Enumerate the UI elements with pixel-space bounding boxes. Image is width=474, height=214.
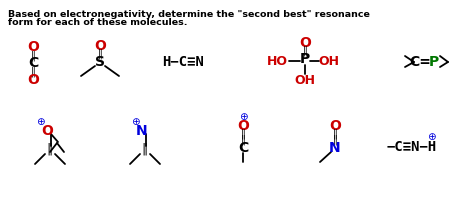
Text: ‖: ‖ [333,135,337,145]
Text: ⊕: ⊕ [36,117,45,127]
Text: ‖: ‖ [241,135,246,145]
Text: OH: OH [319,55,339,67]
Text: ‖: ‖ [47,143,53,156]
Text: P: P [300,52,310,66]
Text: −C≡N−H: −C≡N−H [387,140,437,154]
Text: N: N [136,124,148,138]
Text: ‖: ‖ [30,67,36,77]
Text: ⊕: ⊕ [427,132,436,142]
Text: O: O [41,124,53,138]
Text: S: S [95,55,105,69]
Text: P: P [429,55,439,69]
Text: O: O [27,73,39,87]
Text: O: O [94,39,106,53]
Text: C: C [238,141,248,155]
Text: ‖: ‖ [333,129,337,139]
Text: O: O [237,119,249,133]
Text: O: O [329,119,341,133]
Text: ‖: ‖ [30,51,36,61]
Text: N: N [329,141,341,155]
Text: Based on electronegativity, determine the "second best" resonance: Based on electronegativity, determine th… [8,10,370,19]
Text: C=: C= [409,55,431,69]
Text: C: C [28,56,38,70]
Text: OH: OH [294,73,316,86]
Text: ‖: ‖ [142,143,148,156]
Text: O: O [299,36,311,50]
Text: ⊕: ⊕ [238,112,247,122]
Text: H−C≡N: H−C≡N [162,55,204,69]
Text: ‖: ‖ [302,46,308,56]
Text: O: O [27,40,39,54]
Text: ‖: ‖ [241,129,246,139]
Text: form for each of these molecules.: form for each of these molecules. [8,18,188,27]
Text: HO: HO [266,55,288,67]
Text: ⊕: ⊕ [131,117,139,127]
Text: ‖: ‖ [98,49,102,59]
